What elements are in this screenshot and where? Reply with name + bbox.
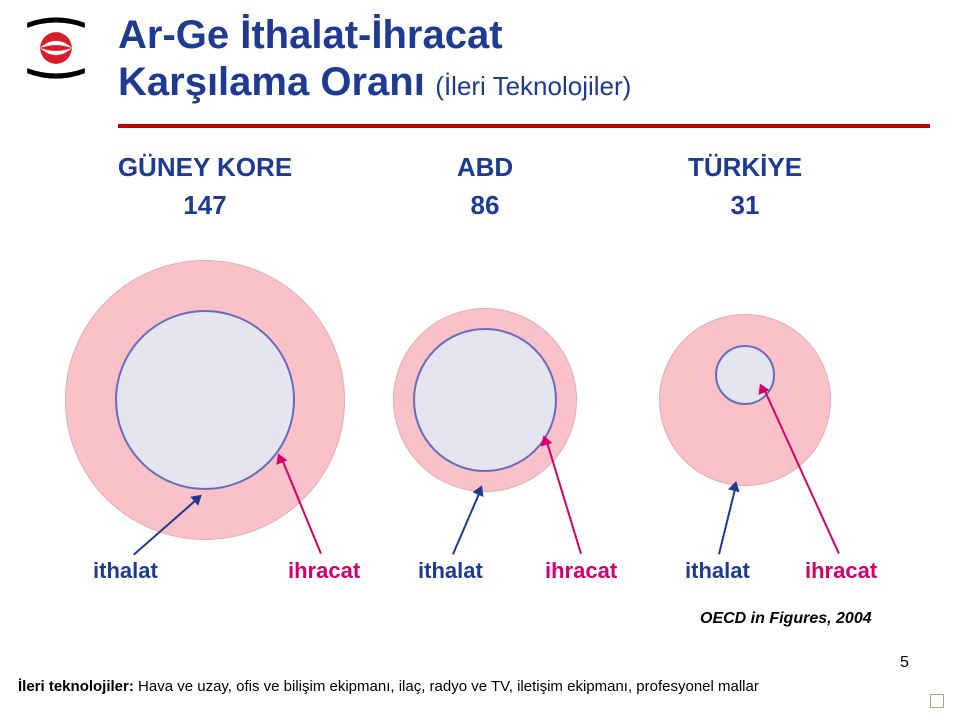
footnote-text: Hava ve uzay, ofis ve bilişim ekipmanı, … <box>134 678 759 695</box>
column-value: 31 <box>625 190 865 221</box>
arrowhead-icon <box>728 480 742 493</box>
ithalat-label: ithalat <box>418 558 483 584</box>
column-header: GÜNEY KORE <box>85 152 325 183</box>
export-circle <box>115 310 295 490</box>
page-number: 5 <box>900 654 909 672</box>
column-value: 147 <box>85 190 325 221</box>
ithalat-label: ithalat <box>93 558 158 584</box>
pointer-line <box>545 438 582 554</box>
pointer-line <box>718 485 737 554</box>
column-value: 86 <box>365 190 605 221</box>
column-header: ABD <box>365 152 605 183</box>
slide-root: Ar-Ge İthalat-İhracat Karşılama Oranı (İ… <box>0 0 960 720</box>
pointer-line <box>452 489 482 555</box>
ithalat-label: ithalat <box>685 558 750 584</box>
footnote: İleri teknolojiler: Hava ve uzay, ofis v… <box>18 678 759 695</box>
column-header: TÜRKİYE <box>625 152 865 183</box>
export-circle <box>413 328 557 472</box>
ihracat-label: ihracat <box>805 558 877 584</box>
corner-decoration-icon <box>930 694 944 708</box>
ihracat-label: ihracat <box>288 558 360 584</box>
footnote-label: İleri teknolojiler: <box>18 678 134 695</box>
ihracat-label: ihracat <box>545 558 617 584</box>
source-text: OECD in Figures, 2004 <box>700 610 872 628</box>
